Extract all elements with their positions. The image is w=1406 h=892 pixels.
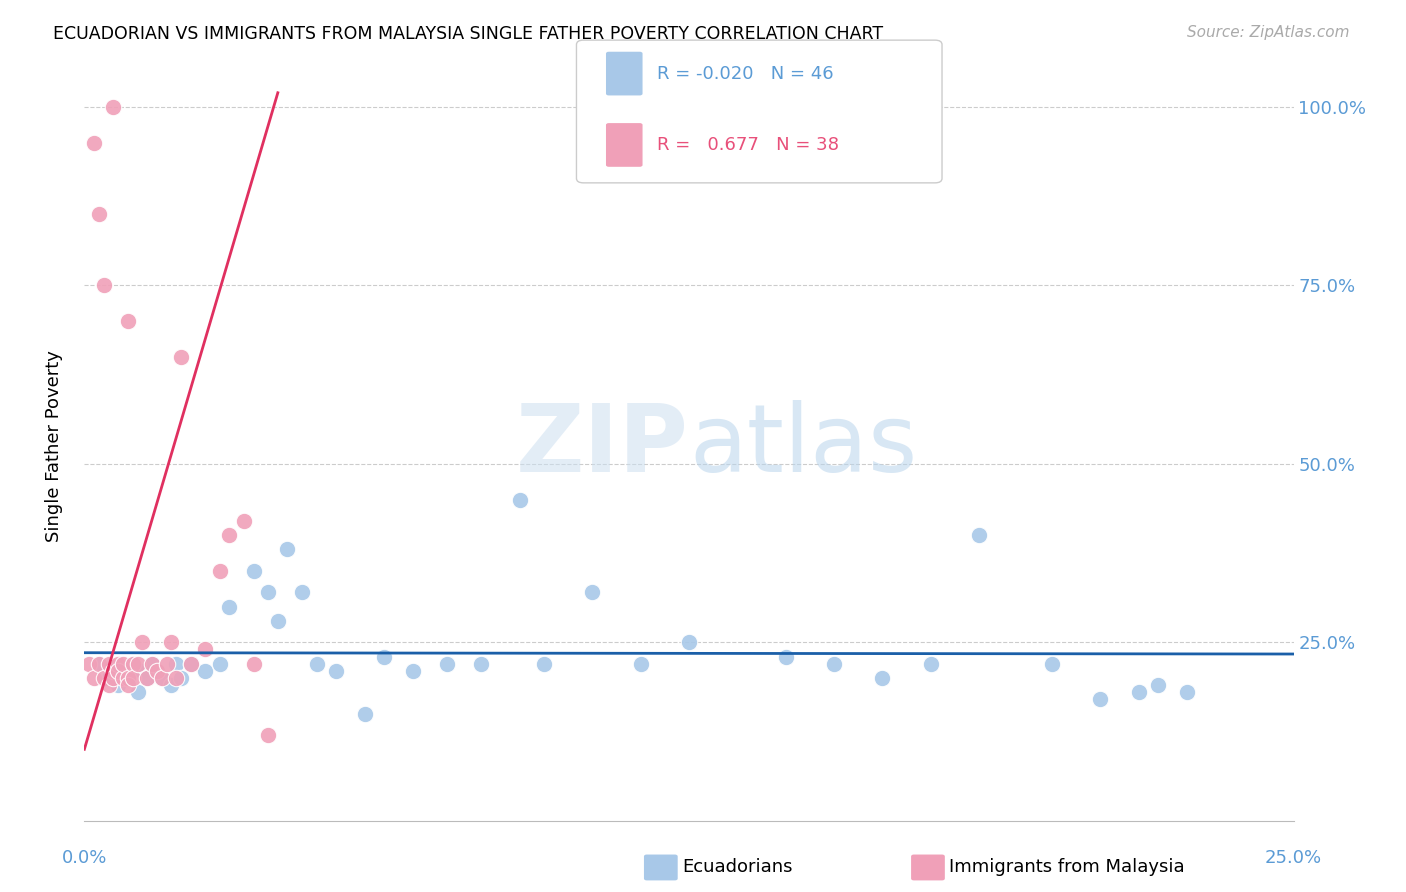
Point (373, 649, 395, 664)
Point (103, 100, 125, 114)
Point (180, 657, 202, 671)
Point (160, 635, 183, 649)
Point (150, 671, 173, 685)
Point (131, 635, 153, 649)
Point (97, 657, 120, 671)
Point (267, 614, 290, 628)
Point (107, 678, 129, 692)
Point (112, 664, 135, 678)
Point (160, 678, 183, 692)
Point (305, 657, 328, 671)
Point (1088, 692, 1111, 706)
Point (107, 657, 129, 671)
Text: R = -0.020   N = 46: R = -0.020 N = 46 (657, 64, 834, 83)
Text: Source: ZipAtlas.com: Source: ZipAtlas.com (1187, 25, 1350, 40)
Point (1147, 678, 1170, 692)
Point (136, 671, 159, 685)
Point (141, 657, 163, 671)
Point (218, 599, 240, 614)
Point (180, 657, 202, 671)
Point (93, 278, 115, 293)
Point (93, 671, 115, 685)
Point (581, 585, 603, 599)
Point (141, 657, 163, 671)
Point (83, 136, 105, 150)
Point (117, 314, 139, 328)
Point (97, 671, 120, 685)
Point (165, 671, 187, 685)
Point (630, 657, 652, 671)
Point (1128, 685, 1150, 699)
Point (117, 671, 139, 685)
Point (257, 585, 280, 599)
Point (242, 657, 264, 671)
Text: atlas: atlas (689, 400, 917, 492)
Point (87, 657, 110, 671)
Point (117, 671, 139, 685)
Point (1040, 657, 1063, 671)
Point (131, 664, 153, 678)
Point (218, 528, 240, 542)
Point (121, 657, 143, 671)
Point (107, 664, 129, 678)
Point (291, 585, 314, 599)
Point (121, 657, 143, 671)
Text: R =   0.677   N = 38: R = 0.677 N = 38 (657, 136, 838, 154)
Point (872, 671, 894, 685)
Point (77, 657, 100, 671)
Point (87, 207, 110, 221)
Point (1175, 685, 1198, 699)
Point (436, 657, 458, 671)
Point (325, 664, 347, 678)
Point (97, 678, 120, 692)
Point (127, 657, 149, 671)
Point (136, 671, 159, 685)
Point (146, 664, 169, 678)
Point (276, 542, 298, 557)
Point (150, 671, 173, 685)
Point (775, 649, 797, 664)
Text: Single Father Poverty: Single Father Poverty (45, 350, 63, 542)
Text: Immigrants from Malaysia: Immigrants from Malaysia (949, 858, 1185, 876)
Point (165, 657, 187, 671)
Point (194, 664, 217, 678)
Point (967, 528, 990, 542)
Point (146, 664, 169, 678)
Point (155, 657, 177, 671)
Text: 25.0%: 25.0% (1265, 849, 1322, 867)
Point (920, 657, 942, 671)
Text: ZIP: ZIP (516, 400, 689, 492)
Point (103, 664, 125, 678)
Text: 0.0%: 0.0% (62, 849, 107, 867)
Point (509, 492, 531, 507)
Point (470, 657, 492, 671)
Point (402, 664, 425, 678)
Point (194, 642, 217, 657)
Point (678, 635, 700, 649)
Point (83, 671, 105, 685)
Text: ECUADORIAN VS IMMIGRANTS FROM MALAYSIA SINGLE FATHER POVERTY CORRELATION CHART: ECUADORIAN VS IMMIGRANTS FROM MALAYSIA S… (53, 25, 883, 43)
Point (170, 671, 193, 685)
Point (208, 657, 231, 671)
Point (112, 671, 135, 685)
Point (127, 685, 149, 699)
Point (354, 706, 377, 721)
Point (823, 657, 845, 671)
Point (103, 671, 125, 685)
Point (242, 564, 264, 578)
Point (170, 350, 193, 364)
Point (208, 564, 231, 578)
Point (112, 657, 135, 671)
Point (257, 728, 280, 742)
Point (533, 657, 555, 671)
Point (117, 678, 139, 692)
Point (87, 657, 110, 671)
Point (233, 514, 256, 528)
Point (121, 671, 143, 685)
Text: Ecuadorians: Ecuadorians (682, 858, 793, 876)
